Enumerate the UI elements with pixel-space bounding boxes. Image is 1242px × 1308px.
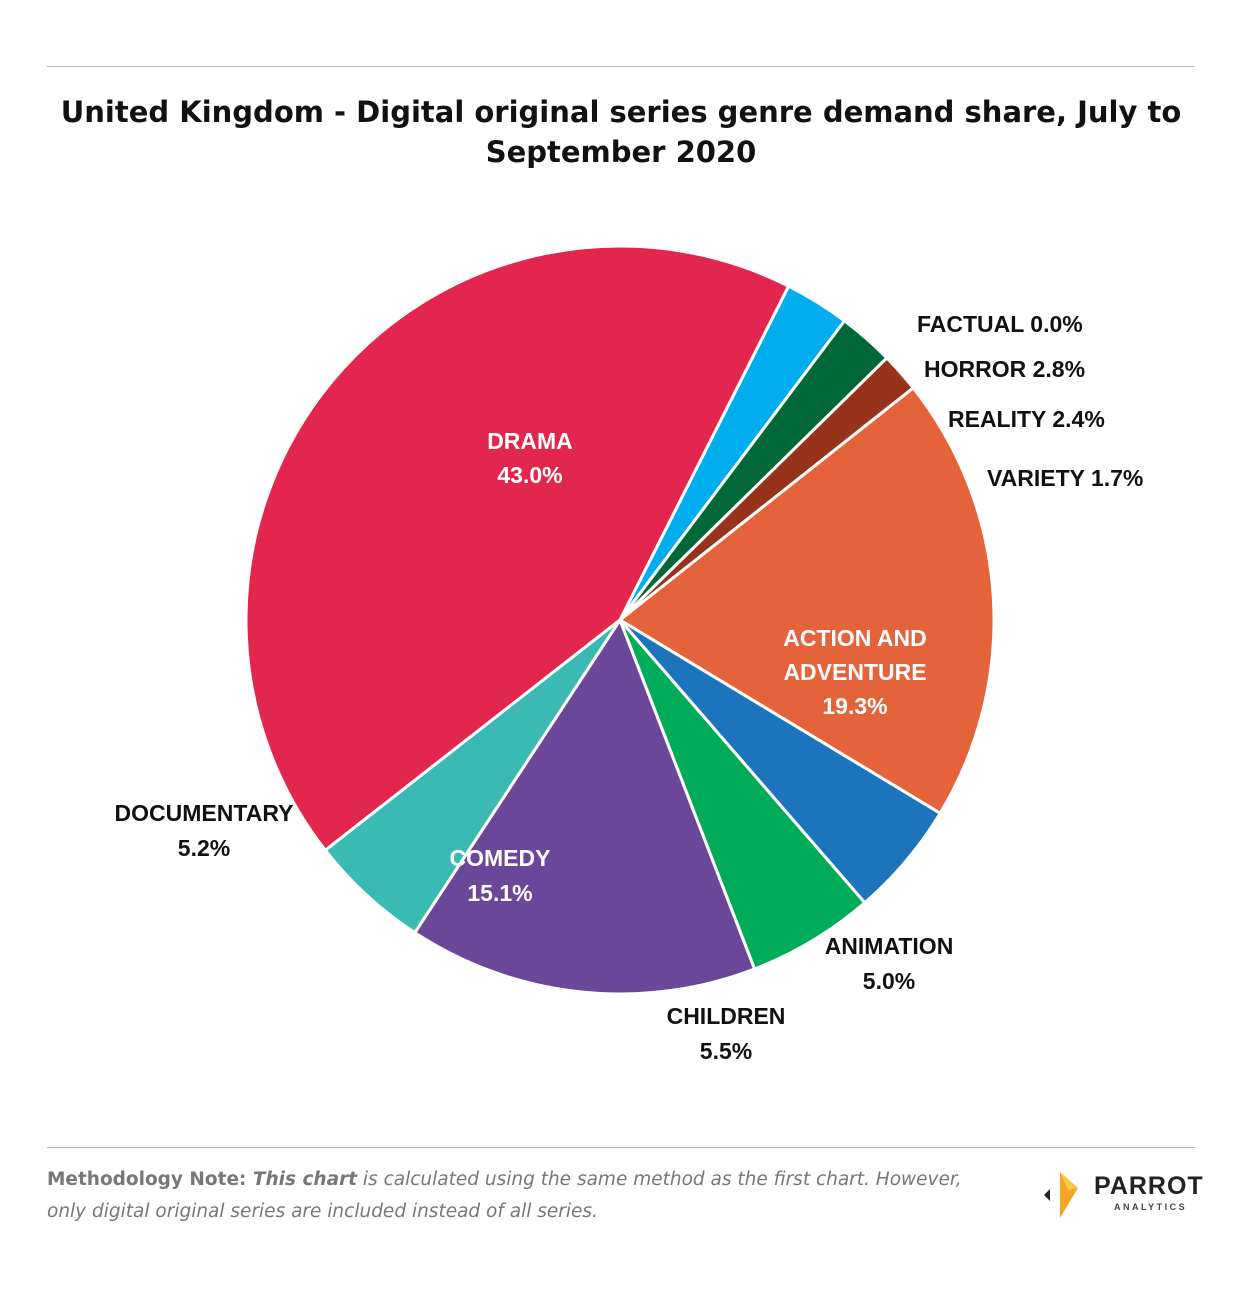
methodology-note: Methodology Note: This chart is calculat… (47, 1164, 987, 1228)
parrot-logo-icon (1044, 1172, 1078, 1218)
label-children-line-2: 5.5% (700, 1038, 752, 1064)
label-documentary-line-1: DOCUMENTARY (115, 800, 294, 826)
pie-slice-documentary (323, 618, 622, 935)
label-children-line-1: CHILDREN (667, 1003, 786, 1029)
label-reality-line-1: REALITY 2.4% (948, 406, 1105, 432)
pie-slice-drama (244, 244, 791, 852)
label-action-line-3: 19.3% (822, 693, 887, 719)
note-lead: Methodology Note: (47, 1169, 253, 1190)
parrot-analytics-logo: PARROT ANALYTICS (1042, 1170, 1204, 1220)
pie-chart: DRAMA 43.0% FACTUAL 0.0% HORROR 2.8% REALITY… (115, 244, 1143, 1064)
label-variety-line-1: VARIETY 1.7% (987, 465, 1143, 491)
logo-subtitle: ANALYTICS (1114, 1202, 1188, 1212)
label-comedy-line-1: COMEDY (450, 845, 551, 871)
bottom-rule (47, 1147, 1195, 1148)
label-animation-line-2: 5.0% (863, 968, 915, 994)
label-factual-line-1: FACTUAL 0.0% (917, 311, 1083, 337)
label-comedy-line-2: 15.1% (467, 880, 532, 906)
label-documentary-line-2: 5.2% (178, 835, 230, 861)
chart-title: United Kingdom - Digital original series… (60, 95, 1182, 169)
pie-slice-children (618, 618, 867, 971)
pie-slice-comedy (413, 618, 757, 996)
pie-slice-action-and-adventure (618, 386, 996, 815)
label-action-line-1: ACTION AND (783, 625, 927, 651)
note-body: is calculated using the same method as t… (47, 1169, 962, 1222)
note-emphasis: This chart (252, 1169, 358, 1190)
label-drama-line-1: DRAMA (487, 428, 573, 454)
logo-wordmark: PARROT (1094, 1172, 1204, 1200)
top-rule (47, 66, 1195, 67)
label-action-line-2: ADVENTURE (783, 659, 926, 685)
label-animation-line-1: ANIMATION (825, 933, 954, 959)
label-drama-line-2: 43.0% (497, 462, 562, 488)
label-horror-line-1: HORROR 2.8% (924, 356, 1085, 382)
